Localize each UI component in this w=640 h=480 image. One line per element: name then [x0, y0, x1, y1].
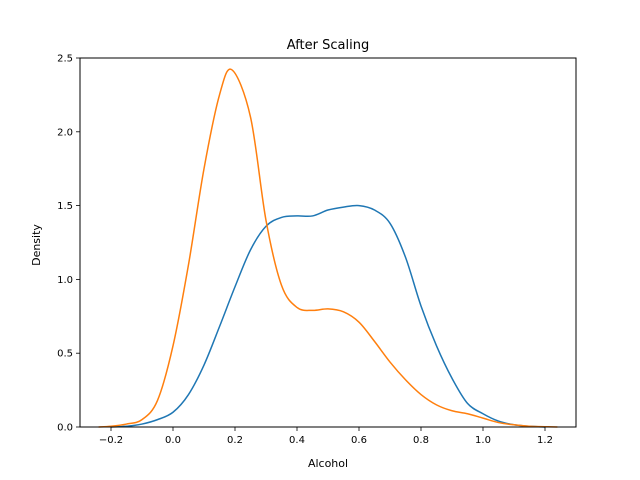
- series-lines: [98, 68, 558, 428]
- plot-frame: [79, 57, 577, 428]
- x-tick-label: 0.8: [413, 435, 429, 446]
- x-tick-label: 1.0: [475, 435, 491, 446]
- y-axis-ticks: 0.0 0.5 1.0 1.5 2.0 2.5: [57, 54, 80, 434]
- x-axis-label: Alcohol: [308, 457, 348, 470]
- x-tick-label: 0.4: [289, 435, 305, 446]
- y-tick-label: 2.5: [57, 54, 73, 65]
- x-tick-label: 0.2: [227, 435, 243, 446]
- x-tick-label: 0.6: [351, 435, 367, 446]
- y-tick-label: 0.5: [57, 349, 73, 360]
- y-tick-label: 2.0: [57, 127, 73, 138]
- y-tick-label: 1.5: [57, 201, 73, 212]
- x-tick-label: 0.0: [165, 435, 181, 446]
- y-axis-label: Density: [30, 224, 43, 266]
- x-axis-ticks: −0.2 0.0 0.2 0.4 0.6 0.8 1.0 1.2: [99, 427, 553, 446]
- y-tick-label: 1.0: [57, 275, 73, 286]
- x-tick-label: 1.2: [537, 435, 553, 446]
- series-line-1: [110, 204, 546, 428]
- y-tick-label: 0.0: [57, 423, 73, 434]
- chart-title: After Scaling: [287, 38, 369, 53]
- x-tick-label: −0.2: [99, 435, 123, 446]
- series-line-2: [98, 68, 558, 428]
